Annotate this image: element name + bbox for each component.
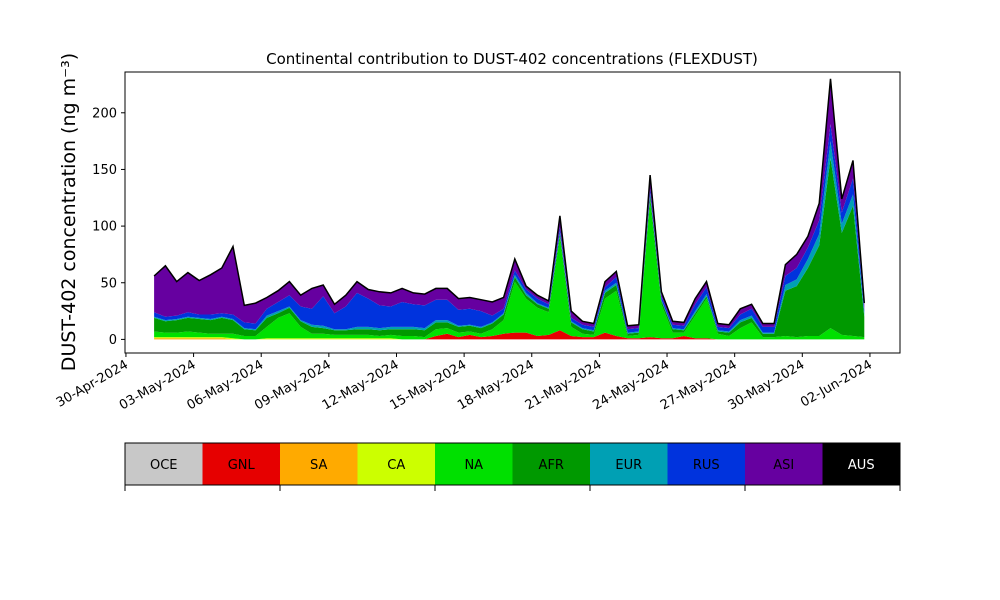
plot-frame (124, 71, 901, 354)
legend-swatch-na (435, 443, 513, 485)
legend-label: AFR (539, 458, 564, 473)
legend-swatch-gnl (202, 443, 280, 485)
legend-swatch-afr (512, 443, 590, 485)
area-gnl (154, 330, 865, 340)
legend-label: RUS (693, 458, 720, 473)
area-rus (154, 124, 865, 333)
y-axis: 0 50 100 150 200 (92, 106, 125, 348)
y-tick-label: 50 (100, 276, 117, 291)
area-eur (154, 141, 865, 334)
legend-swatch-rus (667, 443, 745, 485)
legend-label: OCE (150, 458, 178, 473)
legend-label: SA (310, 458, 327, 473)
legend-swatch-asi (745, 443, 823, 485)
area-ca (154, 330, 865, 340)
legend-swatch-oce (125, 443, 203, 485)
legend-swatch-eur (590, 443, 668, 485)
stacked-areas (153, 78, 866, 340)
y-tick-label: 100 (92, 220, 117, 235)
y-tick-label: 150 (92, 163, 117, 178)
chart-title: Continental contribution to DUST-402 con… (266, 50, 758, 68)
legend-label: GNL (228, 458, 256, 473)
legend-swatch-ca (357, 443, 435, 485)
area-na (154, 201, 865, 340)
legend-label: EUR (615, 458, 642, 473)
legend-swatch-sa (280, 443, 358, 485)
y-tick-label: 200 (92, 106, 117, 121)
legend-label: NA (464, 458, 483, 473)
legend-swatch-aus (822, 443, 900, 485)
y-tick-label: 0 (109, 333, 117, 348)
legend-label: ASI (773, 458, 794, 473)
area-afr (154, 158, 865, 338)
y-axis-label: DUST-402 concentration (ng m⁻³) (58, 53, 80, 371)
legend: OCE GNL SA CA NA AFR EUR RUS ASI AUS (124, 442, 901, 491)
legend-label: AUS (848, 458, 875, 473)
legend-label: CA (387, 458, 405, 473)
legend-frame (124, 442, 901, 486)
total-line (153, 78, 866, 327)
